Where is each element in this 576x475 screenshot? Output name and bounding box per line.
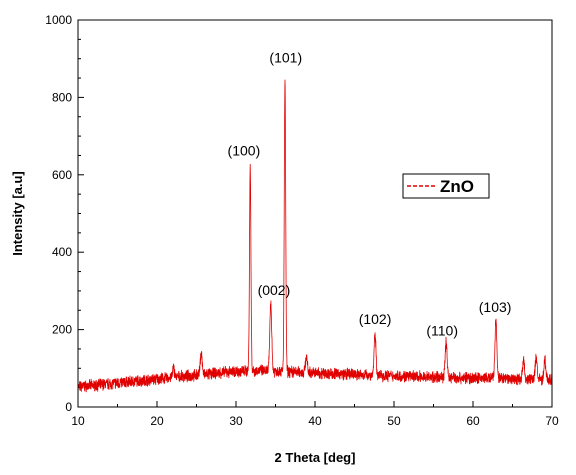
x-tick-label: 40: [308, 414, 322, 428]
peak-label: (110): [426, 322, 458, 338]
x-tick-label: 10: [71, 414, 85, 428]
peak-label: (101): [269, 50, 302, 66]
x-tick-label: 70: [545, 414, 559, 428]
peak-label: (102): [359, 311, 392, 327]
y-tick-label: 400: [52, 245, 72, 259]
plot-frame: [77, 19, 553, 408]
peak-label: (100): [228, 142, 261, 158]
legend-box: [402, 173, 490, 199]
peak-label: (103): [479, 299, 512, 315]
peak-label: (002): [258, 282, 291, 298]
legend-label-zno: ZnO: [440, 177, 474, 196]
x-tick-label: 60: [466, 414, 480, 428]
y-tick-label: 800: [52, 90, 72, 104]
x-axis-title: 2 Theta [deg]: [275, 450, 356, 465]
annotation-layer: (100) (101) (002) (102) (110) (103): [228, 50, 512, 339]
y-tick-label: 0: [65, 400, 72, 414]
series-line-zno: [77, 79, 553, 393]
y-tick-label: 200: [52, 323, 72, 337]
x-tick-label: 30: [229, 414, 243, 428]
y-axis-title: Intensity [a.u]: [10, 171, 25, 256]
y-tick-label: 1000: [45, 13, 72, 27]
x-tick-label: 20: [150, 414, 164, 428]
legend: ZnO: [402, 173, 490, 199]
series-layer: [77, 79, 553, 393]
x-tick-label: 50: [387, 414, 401, 428]
y-tick-label: 600: [52, 168, 72, 182]
